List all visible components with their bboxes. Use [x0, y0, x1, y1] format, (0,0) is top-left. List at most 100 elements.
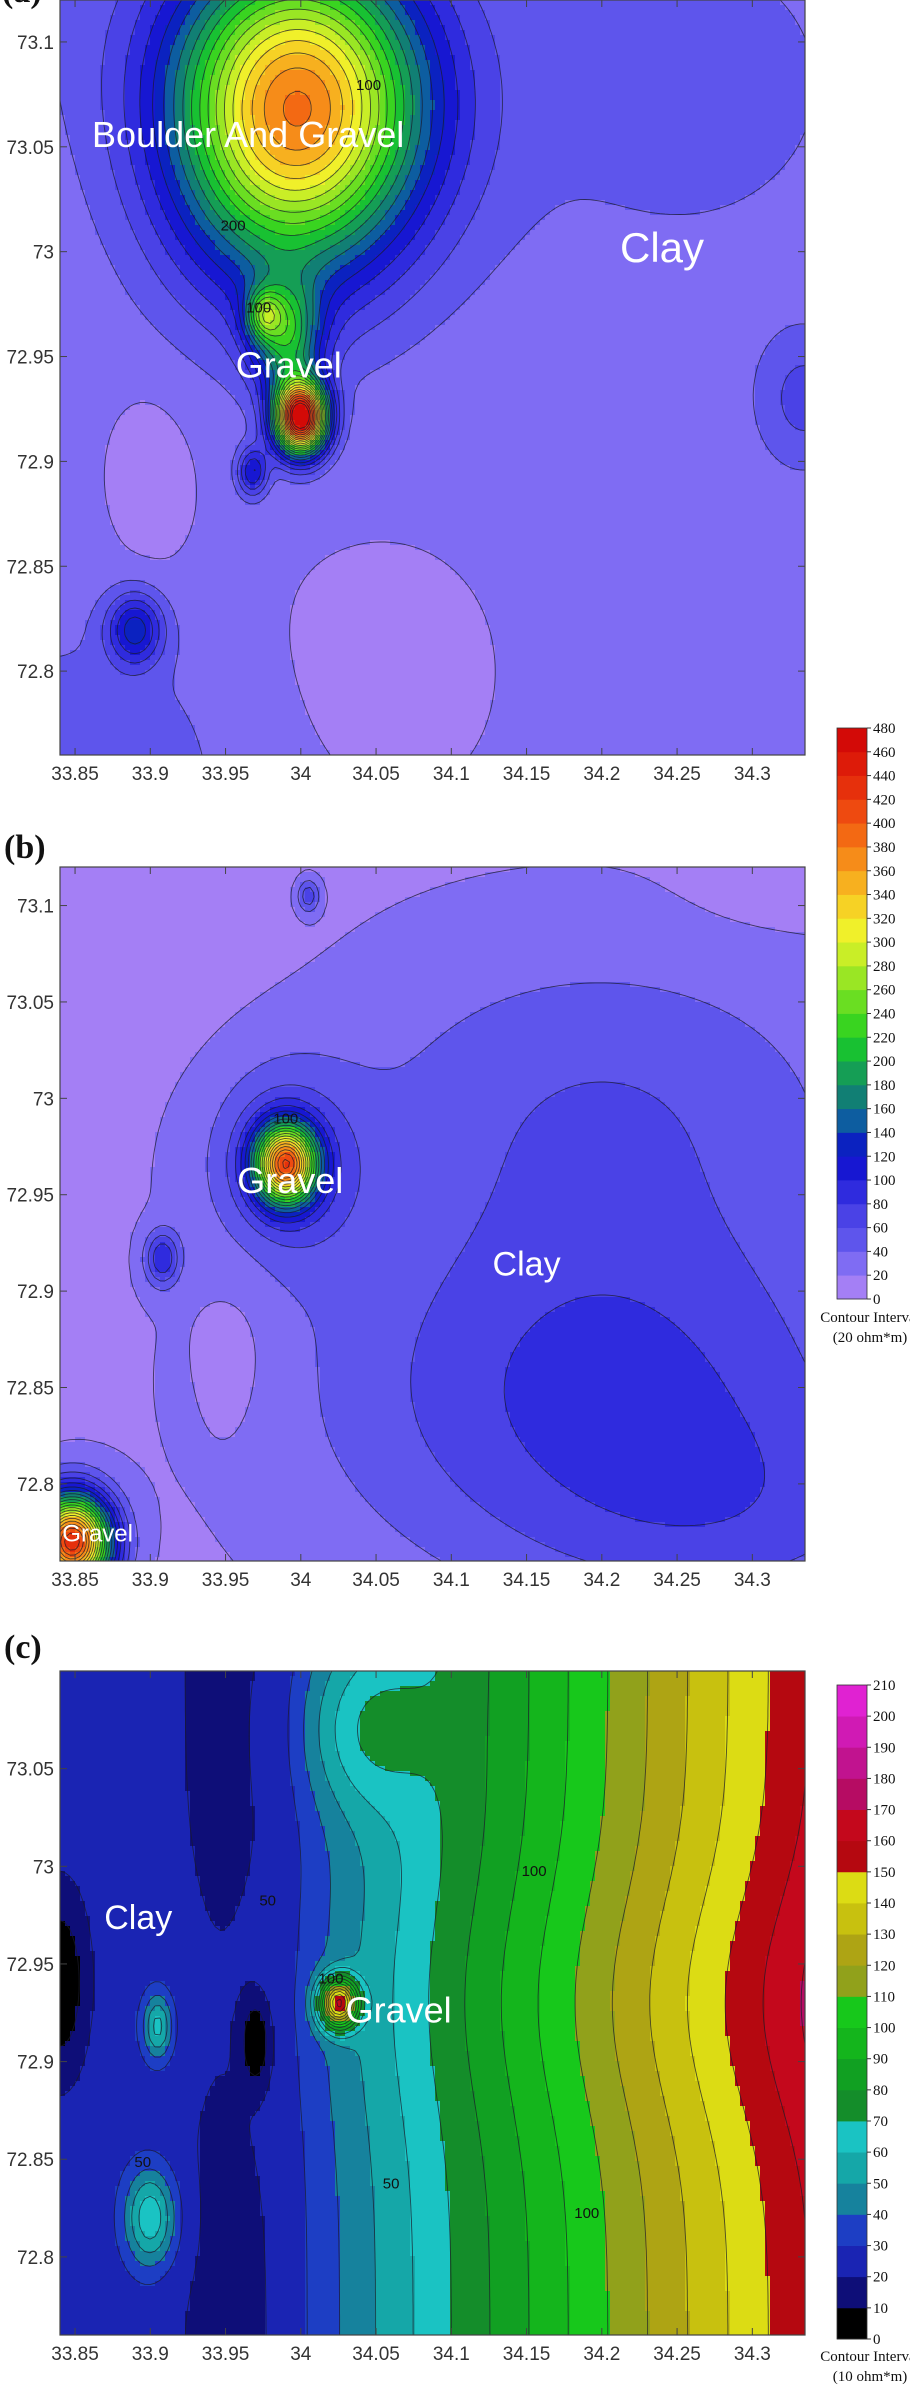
y-tick-label: 73.05: [6, 138, 54, 159]
colorbar-swatch: [837, 1014, 867, 1038]
colorbar-swatch: [837, 942, 867, 966]
colorbar-swatch: [837, 1180, 867, 1204]
panel-b: 33.85 33.9 33.95 34 34.05 34.1 34.15 34.2 34.25 3…: [4, 829, 806, 1591]
y-tick-label: 72.95: [6, 1186, 54, 1207]
colorbar-tick-label: 340: [873, 888, 896, 904]
colorbar-tick-label: 190: [873, 1740, 896, 1756]
colorbar-swatch: [837, 2214, 867, 2246]
colorbar-tick-label: 360: [873, 864, 896, 880]
x-tick-label: 34.05: [352, 764, 400, 785]
x-tick-label: 34: [290, 2344, 312, 2365]
contour-label: 100: [522, 1863, 547, 1880]
colorbar-swatch: [837, 966, 867, 990]
y-tick-label: 73.1: [17, 897, 54, 918]
colorbar-tick-label: 130: [873, 1927, 896, 1943]
colorbar-tick-label: 60: [873, 1221, 888, 1237]
y-tick-label: 73.05: [6, 993, 54, 1014]
colorbar-tick-label: 150: [873, 1865, 896, 1881]
colorbar-swatch: [837, 1085, 867, 1109]
colorbar-tick-label: 280: [873, 959, 896, 975]
colorbar-swatch: [837, 1934, 867, 1966]
y-tick-label: 72.8: [17, 1475, 54, 1496]
colorbar-swatch: [837, 1747, 867, 1779]
colorbar-swatch: [837, 1156, 867, 1180]
x-tick-label: 34.3: [734, 1570, 771, 1591]
colorbar-tick-label: 120: [873, 1149, 896, 1165]
colorbar-swatch: [837, 2308, 867, 2340]
x-tick-label: 34.1: [433, 1570, 470, 1591]
y-tick-label: 72.95: [6, 348, 54, 369]
colorbar-tick-label: 120: [873, 1958, 896, 1974]
colorbar-swatch: [837, 1275, 867, 1299]
colorbar-tick-label: 100: [873, 2021, 896, 2037]
colorbar-tick-label: 180: [873, 1078, 896, 1094]
x-tick-label: 34.2: [583, 2344, 620, 2365]
y-tick-label: 72.9: [17, 452, 54, 473]
colorbar-tick-label: 80: [873, 2083, 888, 2099]
x-tick-label: 34.25: [653, 764, 701, 785]
colorbar-tick-label: 220: [873, 1030, 896, 1046]
region-label: Gravel: [62, 1521, 133, 1548]
contour-label: 50: [134, 2154, 151, 2171]
colorbar-swatch: [837, 1109, 867, 1133]
colorbar-swatch: [837, 871, 867, 895]
colorbar-tick-label: 240: [873, 1007, 896, 1023]
colorbar-swatch: [837, 2152, 867, 2184]
colorbar-tick-label: 200: [873, 1054, 896, 1070]
colorbar-swatch: [837, 2090, 867, 2122]
x-tick-label: 34.1: [433, 2344, 470, 2365]
colorbar-swatch: [837, 1061, 867, 1085]
colorbar-swatch: [837, 1965, 867, 1997]
y-tick-label: 73.05: [6, 1760, 54, 1781]
contour-label: 100: [574, 2205, 599, 2222]
x-tick-label: 33.9: [132, 2344, 169, 2365]
x-tick-label: 34.15: [503, 1570, 551, 1591]
colorbar-tick-label: 70: [873, 2114, 888, 2130]
colorbar-tick-label: 20: [873, 1268, 888, 1284]
contour-label: 100: [273, 1110, 298, 1127]
contour-labels-b: 100: [273, 1110, 298, 1127]
region-label: Boulder And Gravel: [92, 114, 404, 155]
y-tick-label: 72.95: [6, 1955, 54, 1976]
colorbar-tick-label: 210: [873, 1678, 896, 1694]
colorbar-swatch: [837, 2246, 867, 2278]
colorbar-swatch: [837, 990, 867, 1014]
colorbar-swatch: [837, 1204, 867, 1228]
x-tick-label: 34.3: [734, 2344, 771, 2365]
colorbar-swatch: [837, 728, 867, 752]
colorbar-tick-label: 140: [873, 1896, 896, 1912]
colorbar-tick-label: 380: [873, 840, 896, 856]
colorbar-swatch: [837, 1903, 867, 1935]
colorbar-tick-label: 110: [873, 1989, 895, 2005]
colorbar-swatch: [837, 752, 867, 776]
colorbar-tick-label: 320: [873, 911, 896, 927]
panel-c: 33.85 33.9 33.95 34 34.05 34.1 34.15 34.2 34.25 3…: [4, 1629, 806, 2365]
contour-label: 200: [221, 218, 246, 235]
region-label: Clay: [104, 1899, 172, 1937]
y-tick-label: 73: [33, 1857, 54, 1878]
region-label: Gravel: [236, 345, 342, 386]
colorbar-tick-label: 160: [873, 1102, 896, 1118]
colorbar-tick-label: 170: [873, 1803, 896, 1819]
y-tick-label: 72.8: [17, 2248, 54, 2269]
colorbar-swatch: [837, 1037, 867, 1061]
region-label: Gravel: [346, 1990, 452, 2031]
colorbar-swatch: [837, 918, 867, 942]
colorbar-swatch: [837, 2121, 867, 2153]
x-tick-label: 33.9: [132, 1570, 169, 1591]
contour-label: 100: [356, 77, 381, 94]
colorbar-swatch: [837, 2028, 867, 2060]
x-tick-label: 34: [290, 1570, 312, 1591]
colorbar-tick-label: 400: [873, 816, 896, 832]
colorbar-swatch: [837, 2183, 867, 2215]
colorbar-tick-label: 40: [873, 1244, 888, 1260]
colorbar-tick-label: 200: [873, 1709, 896, 1725]
contour-fill-b: [60, 867, 806, 1563]
contour-label: 100: [246, 299, 271, 316]
colorbar-swatch: [837, 1996, 867, 2028]
colorbar-swatch: [837, 1778, 867, 1810]
colorbar-tick-label: 80: [873, 1197, 888, 1213]
y-tick-label: 72.9: [17, 2053, 54, 2074]
colorbar-swatch: [837, 1251, 867, 1275]
colorbar-tick-label: 40: [873, 2207, 888, 2223]
